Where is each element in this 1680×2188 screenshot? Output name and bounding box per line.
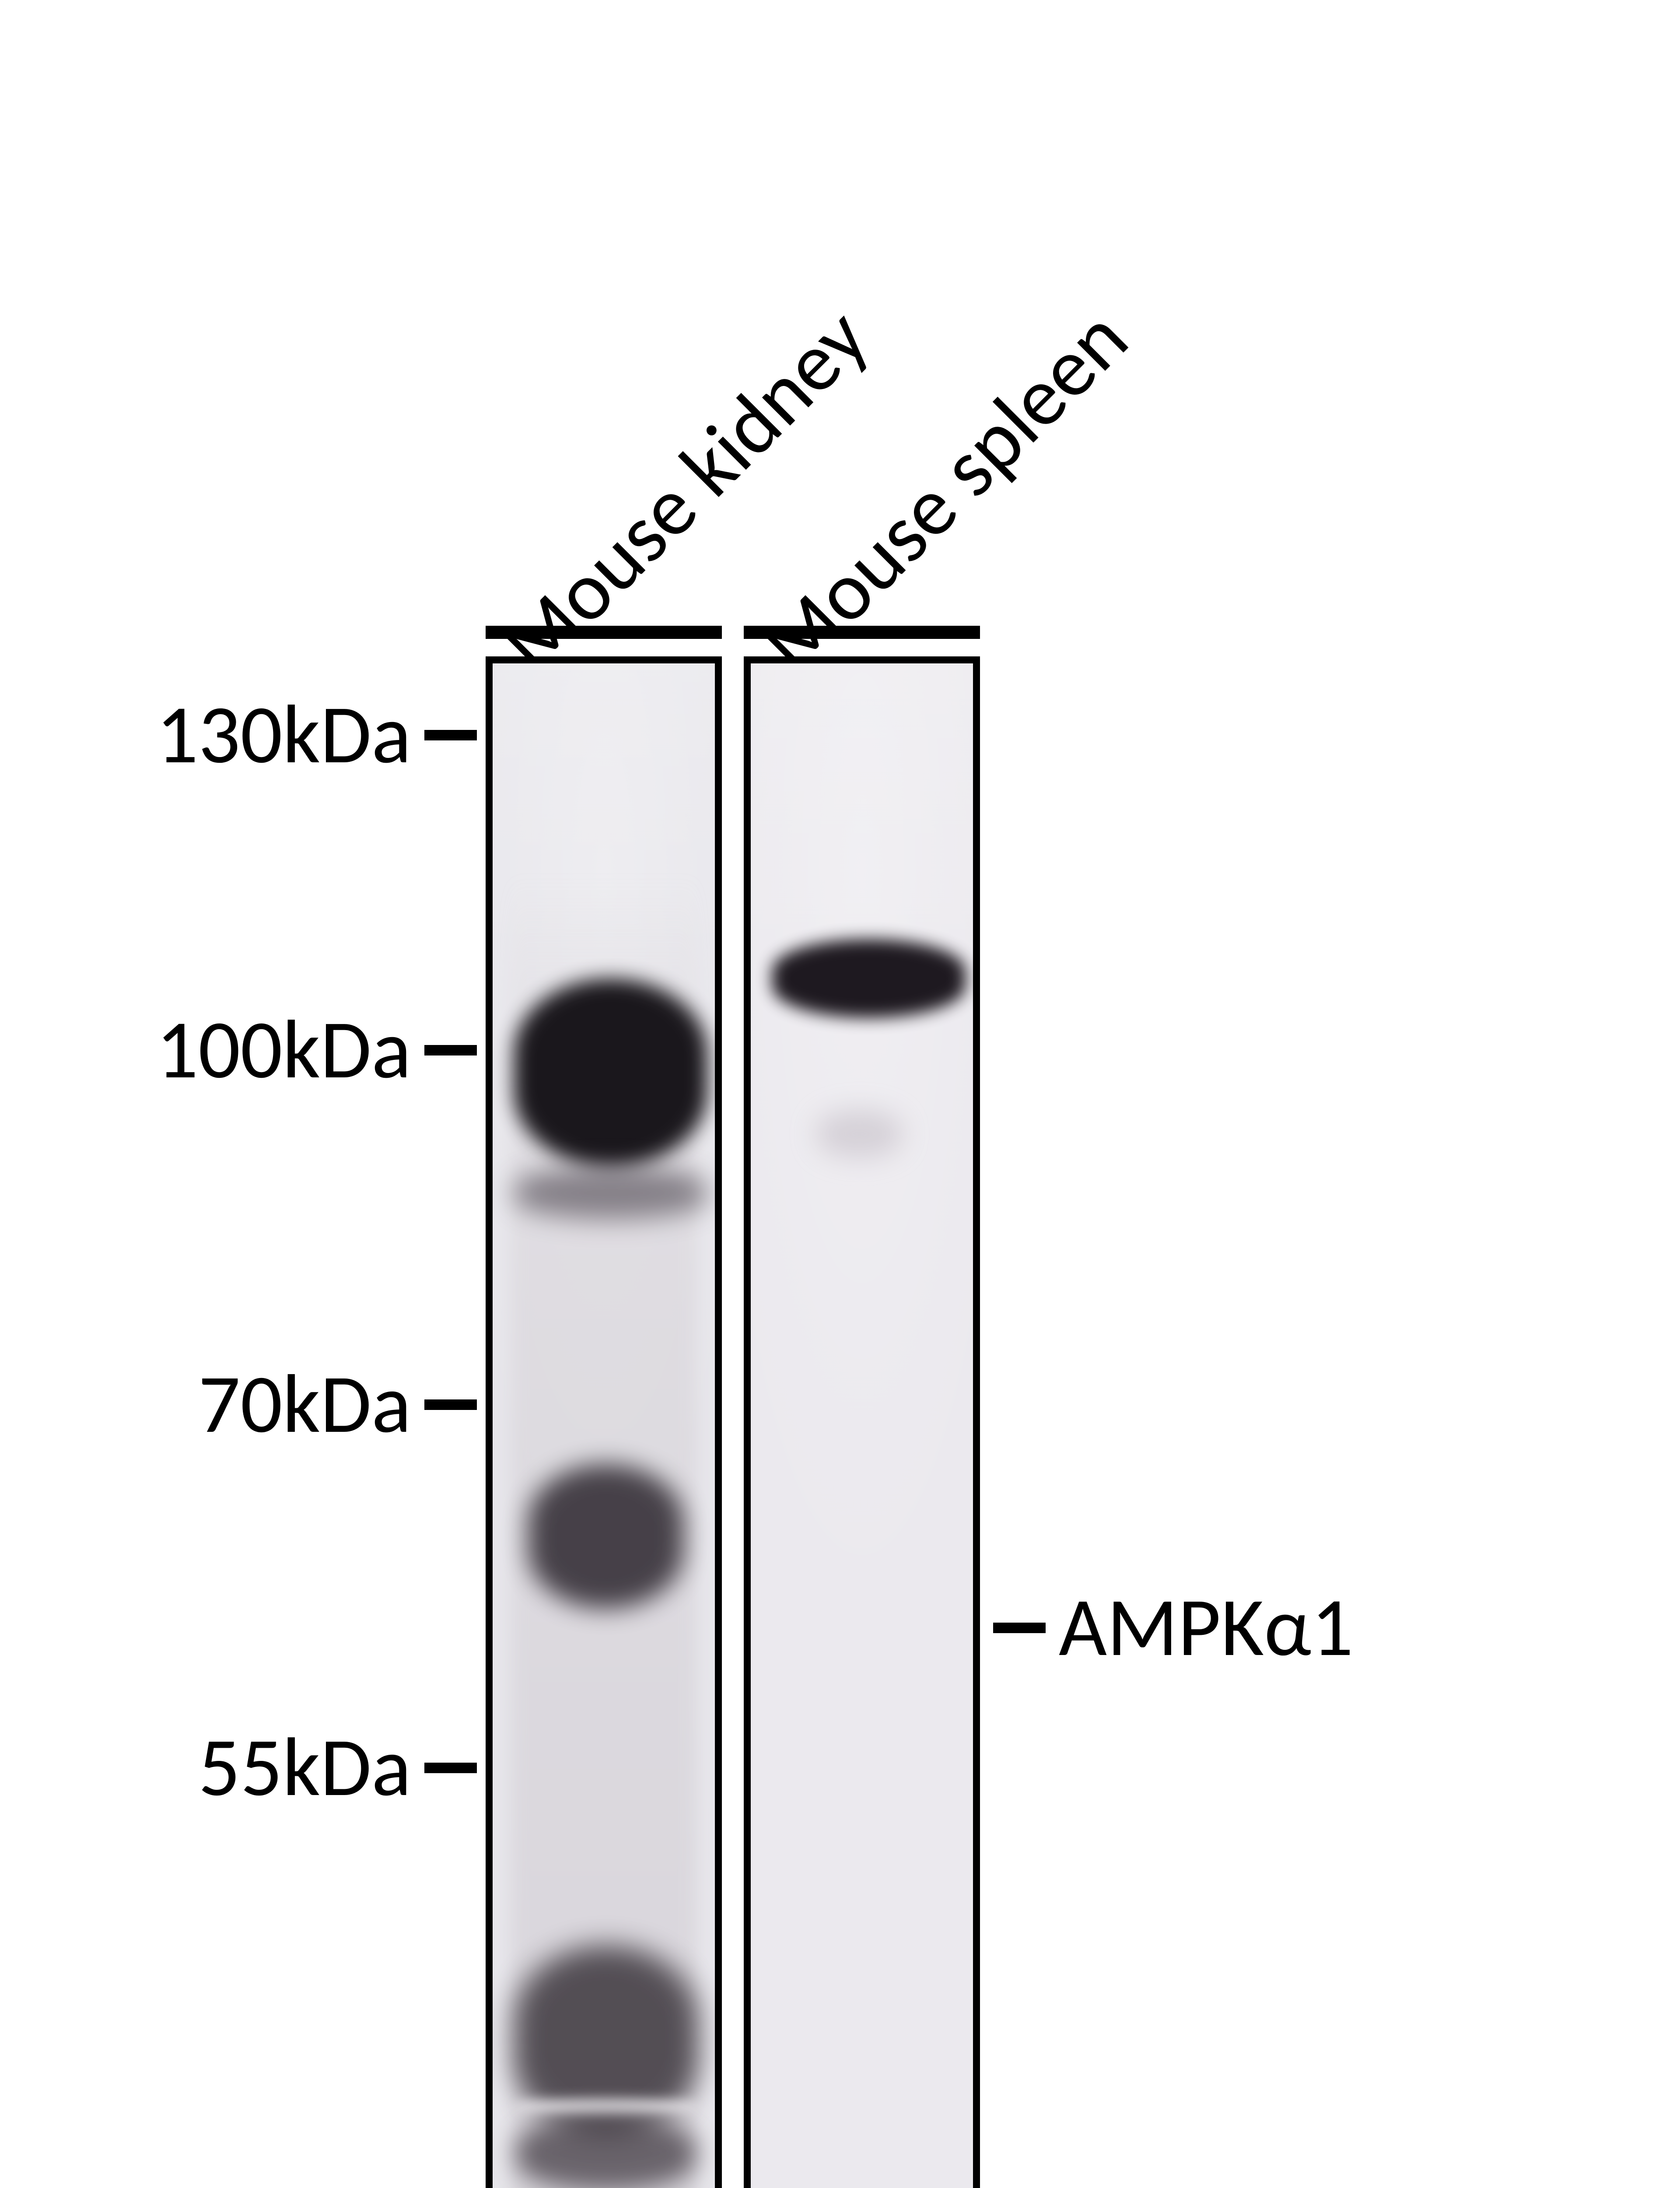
blot-band <box>514 1167 708 1219</box>
blot-lane <box>744 656 980 2188</box>
mw-label: 55kDa <box>18 1716 411 1818</box>
blot-band <box>514 978 708 1167</box>
mw-tick <box>424 730 477 740</box>
blot-band <box>772 939 966 1018</box>
lane-vignette <box>751 663 973 2188</box>
western-blot-figure: Mouse kidneyMouse spleen130kDa100kDa70kD… <box>0 0 1680 2188</box>
lane-underline <box>486 626 722 639</box>
mw-tick <box>424 1763 477 1773</box>
mw-tick <box>424 1045 477 1055</box>
mw-label: 70kDa <box>18 1353 411 1455</box>
mw-label: 130kDa <box>18 684 411 785</box>
blot-band <box>817 1110 902 1158</box>
mw-tick <box>424 1399 477 1410</box>
mw-label: 100kDa <box>18 999 411 1100</box>
blot-band <box>528 1464 684 1609</box>
blot-band <box>514 2099 698 2116</box>
target-label: AMPKα1 <box>1059 1576 1353 1678</box>
blot-lane <box>486 656 722 2188</box>
lane-underline <box>744 626 980 639</box>
target-tick <box>993 1623 1046 1633</box>
blot-band <box>516 2116 696 2188</box>
